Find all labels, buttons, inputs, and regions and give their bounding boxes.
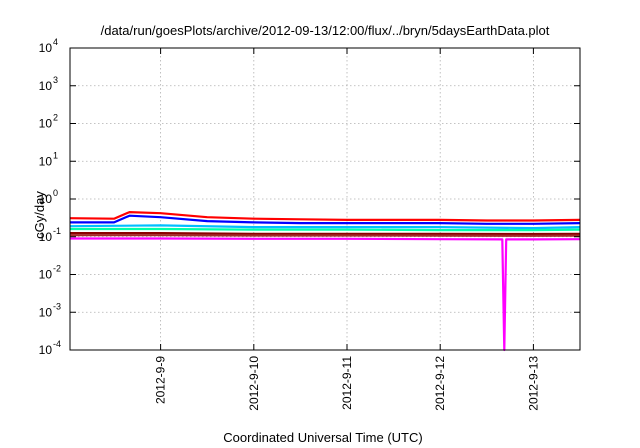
series-line xyxy=(70,227,581,232)
series-line xyxy=(69,224,581,230)
y-tick-exponent: -3 xyxy=(53,301,61,311)
x-axis-label: Coordinated Universal Time (UTC) xyxy=(223,430,422,445)
y-tick-label: 10 xyxy=(39,268,53,282)
series-layer xyxy=(69,211,581,352)
series-line xyxy=(70,214,581,225)
y-tick-label: 10 xyxy=(39,79,53,93)
y-tick-exponent: 3 xyxy=(53,75,58,85)
y-tick-exponent: 2 xyxy=(53,113,58,123)
x-tick-label: 2012-9-13 xyxy=(526,356,540,411)
y-tick-label: 10 xyxy=(39,305,53,319)
y-tick-exponent: 0 xyxy=(53,188,58,198)
y-tick-exponent: -2 xyxy=(53,264,61,274)
y-tick-label: 10 xyxy=(39,230,53,244)
chart-title: /data/run/goesPlots/archive/2012-09-13/1… xyxy=(101,23,550,38)
y-tick-label: 10 xyxy=(39,154,53,168)
series-line xyxy=(70,232,581,236)
y-tick-label: 10 xyxy=(39,41,53,55)
x-tick-label: 2012-9-10 xyxy=(247,356,261,411)
y-tick-exponent: -4 xyxy=(53,339,61,349)
y-tick-exponent: -1 xyxy=(53,226,61,236)
y-tick-exponent: 1 xyxy=(53,150,58,160)
y-tick-exponent: 4 xyxy=(53,37,58,47)
series-line xyxy=(70,237,581,352)
x-tick-label: 2012-9-12 xyxy=(433,356,447,411)
y-tick-label: 10 xyxy=(39,117,53,131)
y-tick-label: 10 xyxy=(39,192,53,206)
y-axis-label: cGy/day xyxy=(32,191,47,239)
series-line xyxy=(70,234,581,237)
x-tick-label: 2012-9-9 xyxy=(154,356,168,404)
series-line xyxy=(69,211,581,222)
x-tick-label: 2012-9-11 xyxy=(340,356,354,410)
y-tick-label: 10 xyxy=(39,343,53,357)
